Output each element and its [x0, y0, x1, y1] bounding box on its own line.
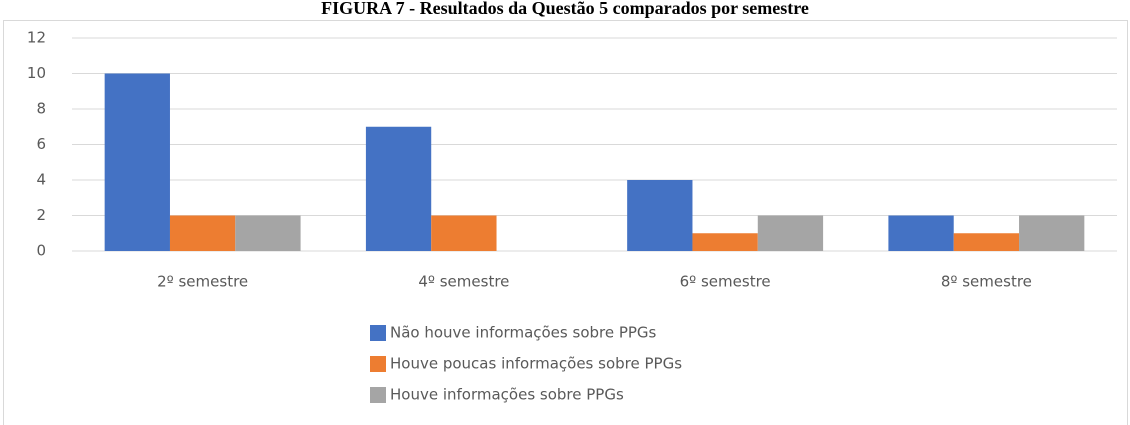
legend-label: Houve informações sobre PPGs	[390, 386, 624, 404]
x-tick-label: 2º semestre	[157, 273, 248, 291]
legend-swatch	[370, 325, 386, 341]
chart-title: FIGURA 7 - Resultados da Questão 5 compa…	[321, 0, 809, 18]
y-tick-label: 12	[27, 29, 46, 47]
y-tick-label: 0	[36, 242, 46, 260]
y-tick-label: 6	[36, 135, 46, 153]
legend-swatch	[370, 387, 386, 403]
bar	[169, 215, 236, 251]
y-tick-label: 8	[36, 100, 46, 118]
bar	[431, 215, 497, 251]
bar	[692, 233, 758, 251]
legend-swatch	[370, 356, 386, 372]
bar	[104, 73, 170, 251]
bar	[627, 180, 693, 251]
bar	[235, 215, 301, 251]
bar	[757, 215, 824, 251]
x-tick-label: 8º semestre	[941, 273, 1032, 291]
bar	[888, 215, 954, 251]
x-tick-label: 4º semestre	[418, 273, 509, 291]
bar	[953, 233, 1020, 251]
y-tick-label: 10	[27, 64, 46, 82]
legend-label: Não houve informações sobre PPGs	[390, 324, 657, 342]
x-tick-label: 6º semestre	[680, 273, 771, 291]
bar	[365, 126, 432, 251]
y-tick-label: 4	[36, 171, 46, 189]
legend-label: Houve poucas informações sobre PPGs	[390, 355, 682, 373]
bar	[1019, 215, 1085, 251]
y-tick-label: 2	[36, 206, 46, 224]
